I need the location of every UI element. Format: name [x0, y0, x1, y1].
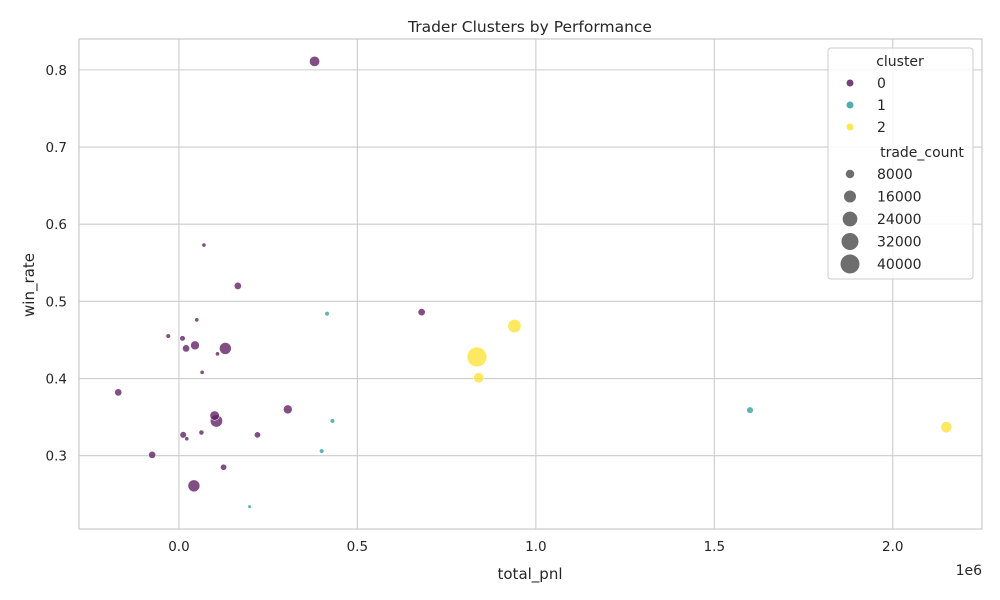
y-tick-label: 0.5 [46, 294, 67, 310]
legend-hue-label: 1 [877, 98, 886, 114]
legend-hue-title: cluster [876, 54, 924, 70]
data-point-cluster-0 [209, 410, 220, 421]
legend-hue-label: 2 [877, 120, 886, 136]
legend-size-marker [845, 169, 855, 179]
data-point-cluster-0 [165, 333, 171, 339]
legend-hue-entries: 0 1 2 [846, 76, 886, 136]
y-tick-labels: 0.3 0.4 0.5 0.6 0.7 0.8 [46, 63, 67, 465]
data-point-cluster-0 [201, 242, 207, 248]
data-point-cluster-0 [219, 342, 232, 355]
data-point-cluster-0 [309, 55, 321, 67]
legend-hue-marker [846, 123, 854, 131]
data-point-cluster-2 [473, 372, 485, 384]
legend-size-label: 8000 [877, 167, 913, 183]
data-point-cluster-0 [417, 308, 426, 317]
x-tick-label: 2.0 [882, 539, 903, 555]
y-tick-label: 0.4 [46, 372, 67, 388]
legend: cluster 0 1 2 trade_count 8000 16000 24000 32… [827, 47, 974, 280]
legend-size-label: 16000 [877, 190, 922, 206]
legend-hue-label: 0 [877, 76, 886, 92]
legend-size-marker [842, 211, 858, 227]
y-tick-label: 0.3 [46, 449, 67, 465]
data-point-cluster-1 [746, 406, 754, 414]
data-point-cluster-2 [466, 346, 488, 368]
y-tick-label: 0.7 [46, 140, 67, 156]
x-axis-label: total_pnl [498, 565, 563, 584]
data-point-cluster-0 [148, 450, 157, 459]
data-point-cluster-1 [329, 418, 336, 424]
data-point-cluster-2 [507, 319, 522, 334]
legend-size-entries: 8000 16000 24000 32000 40000 [840, 167, 922, 274]
y-axis-label: win_rate [20, 253, 39, 317]
legend-size-marker [843, 190, 857, 203]
data-point-cluster-0 [114, 388, 123, 397]
data-point-cluster-0 [253, 431, 261, 439]
x-tick-label: 0.0 [168, 539, 189, 555]
data-point-cluster-0 [215, 351, 220, 357]
data-point-cluster-1 [247, 504, 252, 509]
data-point-cluster-1 [319, 448, 325, 454]
data-point-cluster-0 [282, 404, 293, 415]
data-point-cluster-0 [179, 335, 186, 342]
legend-size-marker [840, 254, 860, 274]
legend-hue-marker [846, 79, 854, 87]
data-points [114, 55, 953, 509]
data-point-cluster-2 [940, 421, 953, 434]
y-tick-label: 0.6 [46, 217, 67, 233]
legend-hue-marker [846, 101, 854, 109]
x-tick-label: 0.5 [347, 539, 368, 555]
x-tick-label: 1.0 [525, 539, 546, 555]
data-point-cluster-0 [233, 281, 242, 290]
x-tick-labels: 0.0 0.5 1.0 1.5 2.0 [168, 539, 903, 555]
data-point-cluster-0 [187, 479, 201, 493]
data-point-cluster-1 [324, 311, 330, 317]
legend-size-label: 40000 [877, 257, 922, 273]
data-point-cluster-0 [184, 436, 190, 442]
legend-size-label: 24000 [877, 212, 922, 228]
data-point-cluster-0 [198, 429, 205, 436]
y-tick-label: 0.8 [46, 63, 67, 79]
legend-size-marker [841, 233, 859, 250]
data-point-cluster-0 [179, 431, 187, 439]
plot-frame [78, 38, 983, 530]
data-point-cluster-0 [182, 344, 191, 353]
legend-size-label: 32000 [877, 235, 922, 251]
x-offset-label: 1e6 [956, 563, 983, 579]
data-point-cluster-0 [190, 340, 200, 351]
legend-size-title: trade_count [880, 145, 964, 161]
data-point-cluster-0 [194, 317, 200, 323]
data-point-cluster-0 [199, 369, 205, 375]
data-point-cluster-0 [220, 463, 228, 471]
chart-title: Trader Clusters by Performance [407, 18, 652, 36]
legend-frame [827, 47, 974, 280]
x-tick-label: 1.5 [704, 539, 725, 555]
